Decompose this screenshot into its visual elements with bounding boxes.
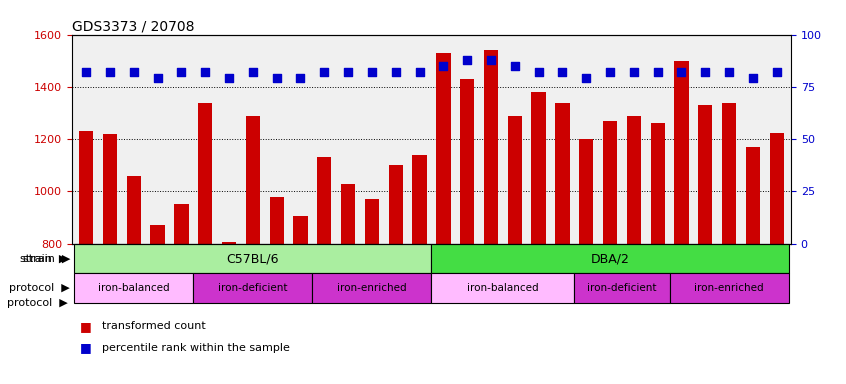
Point xyxy=(746,75,760,81)
Bar xyxy=(198,103,212,243)
Point xyxy=(508,63,522,69)
Bar xyxy=(270,197,283,243)
Point xyxy=(556,69,569,75)
Bar xyxy=(431,273,574,303)
Bar xyxy=(746,147,760,243)
Bar xyxy=(194,273,312,303)
Bar xyxy=(603,121,618,243)
Text: ■: ■ xyxy=(80,341,92,354)
Bar xyxy=(222,242,236,243)
Bar xyxy=(151,225,165,243)
Text: iron-balanced: iron-balanced xyxy=(467,283,539,293)
Text: iron-deficient: iron-deficient xyxy=(218,283,288,293)
Bar xyxy=(431,243,788,273)
Text: GDS3373 / 20708: GDS3373 / 20708 xyxy=(72,20,195,33)
Bar xyxy=(770,132,784,243)
Point xyxy=(151,75,164,81)
Text: protocol  ▶: protocol ▶ xyxy=(7,298,68,308)
Point xyxy=(127,69,140,75)
Point xyxy=(270,75,283,81)
Point xyxy=(484,56,497,63)
Point xyxy=(651,69,664,75)
Point xyxy=(460,56,474,63)
Point xyxy=(80,69,93,75)
Point xyxy=(413,69,426,75)
Bar xyxy=(508,116,522,243)
Point xyxy=(294,75,307,81)
Bar xyxy=(412,155,426,243)
Text: iron-enriched: iron-enriched xyxy=(695,283,764,293)
Bar xyxy=(627,116,641,243)
Text: ■: ■ xyxy=(80,320,92,333)
Point xyxy=(341,69,354,75)
Point xyxy=(532,69,546,75)
Point xyxy=(174,69,188,75)
Point xyxy=(246,69,260,75)
Point xyxy=(699,69,712,75)
Text: iron-enriched: iron-enriched xyxy=(337,283,407,293)
Bar xyxy=(531,92,546,243)
Point xyxy=(317,69,331,75)
Bar xyxy=(460,79,475,243)
Bar xyxy=(388,165,403,243)
Point xyxy=(580,75,593,81)
Bar xyxy=(365,199,379,243)
Bar xyxy=(484,50,498,243)
Point xyxy=(389,69,403,75)
Bar xyxy=(580,139,593,243)
Bar xyxy=(245,116,260,243)
Bar xyxy=(722,103,736,243)
Text: strain  ▶: strain ▶ xyxy=(23,253,70,263)
Point xyxy=(437,63,450,69)
Point xyxy=(722,69,736,75)
Point xyxy=(603,69,617,75)
Text: C57BL/6: C57BL/6 xyxy=(227,252,279,265)
Bar xyxy=(74,273,194,303)
Bar xyxy=(174,204,189,243)
Point xyxy=(222,75,236,81)
Bar xyxy=(317,157,332,243)
Bar xyxy=(312,273,431,303)
Bar xyxy=(651,123,665,243)
Point xyxy=(199,69,212,75)
Bar xyxy=(437,53,451,243)
Text: iron-deficient: iron-deficient xyxy=(587,283,656,293)
Text: strain  ▶: strain ▶ xyxy=(20,253,68,263)
Bar xyxy=(294,216,308,243)
Bar xyxy=(674,61,689,243)
Text: transformed count: transformed count xyxy=(102,321,206,331)
Bar xyxy=(79,131,93,243)
Point xyxy=(627,69,640,75)
Bar xyxy=(555,103,569,243)
Bar xyxy=(574,273,669,303)
Bar xyxy=(698,105,712,243)
Point xyxy=(675,69,689,75)
Bar xyxy=(669,273,788,303)
Bar xyxy=(74,243,431,273)
Text: protocol  ▶: protocol ▶ xyxy=(9,283,70,293)
Point xyxy=(770,69,783,75)
Point xyxy=(103,69,117,75)
Bar xyxy=(103,134,117,243)
Point xyxy=(365,69,379,75)
Text: iron-balanced: iron-balanced xyxy=(98,283,170,293)
Bar xyxy=(127,176,141,243)
Text: percentile rank within the sample: percentile rank within the sample xyxy=(102,343,289,353)
Text: DBA/2: DBA/2 xyxy=(591,252,629,265)
Bar xyxy=(341,184,355,243)
